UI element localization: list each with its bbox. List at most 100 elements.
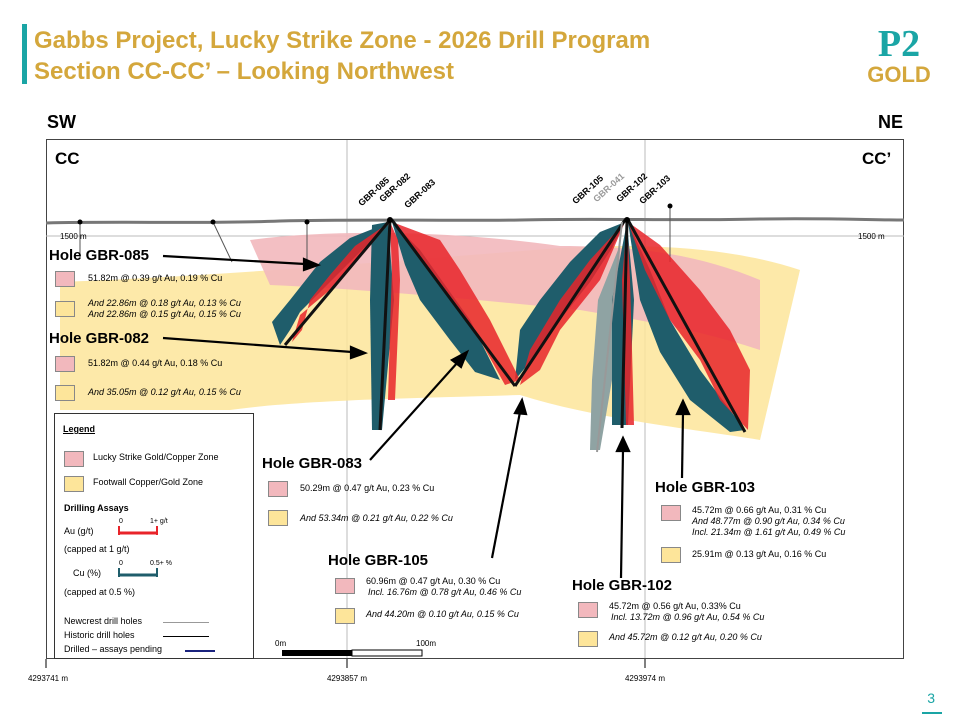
legend-cu-label: Cu (%) — [73, 568, 102, 578]
legend-title: Legend — [63, 424, 96, 434]
legend-au-label: Au (g/t) — [64, 526, 94, 536]
legend-cu-note: (capped at 0.5 %) — [64, 587, 136, 597]
direction-ne: NE — [878, 112, 904, 132]
legend-historic: Historic drill holes — [64, 630, 135, 640]
logo-gold: GOLD — [867, 62, 931, 86]
p2-gold-logo: P2 GOLD — [867, 23, 931, 86]
gbr-105-red-swatch — [335, 578, 355, 594]
gbr-082-yellow-swatch — [55, 385, 75, 401]
gbr-083-result-2: And 53.34m @ 0.21 g/t Au, 0.22 % Cu — [300, 513, 453, 523]
legend-newcrest: Newcrest drill holes — [64, 616, 143, 626]
title-accent-bar — [22, 24, 27, 84]
hole-gbr-102-title: Hole GBR-102 — [572, 577, 673, 594]
gbr-083-yellow-swatch — [268, 510, 288, 526]
gbr-102-trace — [620, 219, 629, 429]
gbr-102-result-2: And 45.72m @ 0.12 g/t Au, 0.20 % Cu — [609, 632, 762, 642]
legend-pending-line — [185, 650, 215, 652]
scale-bar-black — [282, 650, 352, 656]
gbr-103-trace — [626, 219, 747, 433]
gbr-102-red-swatch — [578, 602, 598, 618]
legend-cu-max: 0.5+ % — [150, 560, 172, 567]
logo-p2: P2 — [878, 23, 920, 65]
legend-newcrest-line — [163, 622, 209, 623]
section-frame — [46, 139, 904, 659]
gbr-103-yellow-swatch — [661, 547, 681, 563]
easting-1: 4293741 m — [27, 674, 69, 683]
collar-gbr-10x — [624, 217, 630, 223]
easting-2: 4293857 m — [326, 674, 368, 683]
legend-zone-red: Lucky Strike Gold/Copper Zone — [93, 452, 219, 462]
gbr-085-trace — [283, 219, 392, 346]
page-number: 3 — [927, 690, 935, 706]
gbr-085-yellow-swatch — [55, 301, 75, 317]
callout-102-arrow — [619, 449, 625, 579]
gbr-105-result-1a: 60.96m @ 0.47 g/t Au, 0.30 % Cu — [366, 576, 501, 586]
gbr-105-result-1b: Incl. 16.76m @ 0.78 g/t Au, 0.46 % Cu — [368, 587, 522, 597]
section-label-left: CC — [55, 149, 80, 168]
historic-collar-2 — [210, 219, 216, 225]
gbr-082-red-swatch — [55, 356, 75, 372]
hole-gbr-082-title: Hole GBR-082 — [49, 330, 150, 347]
hole-gbr-105-title: Hole GBR-105 — [328, 552, 429, 569]
scale-end: 100m — [416, 639, 436, 648]
gbr-085-au-assays — [292, 222, 390, 342]
gbr-105-au-assays — [520, 222, 625, 385]
legend-box: Legend Lucky Strike Gold/Copper Zone Foo… — [54, 413, 254, 659]
gbr-103-red-swatch — [661, 505, 681, 521]
callout-102-arrowhead — [615, 435, 631, 453]
gbr-102-yellow-swatch — [578, 631, 598, 647]
gbr-105-trace — [513, 219, 627, 387]
legend-au-note: (capped at 1 g/t) — [64, 544, 130, 554]
callout-103-arrowhead — [675, 398, 691, 416]
gbr-105-yellow-swatch — [335, 608, 355, 624]
legend-au-scale — [118, 526, 158, 535]
hole-gbr-083-title: Hole GBR-083 — [262, 455, 363, 472]
callout-083-arrowhead — [449, 349, 470, 369]
section-label-right: CC’ — [862, 149, 892, 168]
historic-collar-1 — [77, 219, 83, 225]
gbr-082-result-2: And 35.05m @ 0.12 g/t Au, 0.15 % Cu — [88, 387, 241, 397]
legend-zone-yellow: Footwall Copper/Gold Zone — [93, 477, 204, 487]
gbr-102-result-1b: Incl. 13.72m @ 0.96 g/t Au, 0.54 % Cu — [611, 612, 765, 622]
collar-gbr-08x — [387, 217, 393, 223]
elevation-label-right: 1500 m — [858, 232, 885, 241]
title-line-1: Gabbs Project, Lucky Strike Zone - 2026 … — [34, 27, 651, 54]
scale-zero: 0m — [275, 639, 286, 648]
legend-assays-title: Drilling Assays — [64, 503, 129, 513]
direction-sw: SW — [47, 112, 76, 132]
historic-collar-3 — [304, 219, 310, 225]
hole-gbr-103-title: Hole GBR-103 — [655, 479, 756, 496]
title-line-2: Section CC-CC’ – Looking Northwest — [34, 58, 455, 85]
scale-bar-white — [351, 649, 423, 657]
legend-historic-line — [163, 636, 209, 637]
gbr-085-result-1: 51.82m @ 0.39 g/t Au, 0.19 % Cu — [88, 273, 223, 283]
callout-105-arrow — [490, 411, 522, 559]
page-title: Gabbs Project, Lucky Strike Zone - 2026 … — [34, 25, 650, 87]
hole-gbr-085-title: Hole GBR-085 — [49, 247, 150, 264]
topography-line — [45, 217, 905, 225]
legend-yellow-swatch — [64, 476, 84, 492]
gbr-103-cu-assays — [628, 222, 745, 432]
gbr-082-au-assays — [388, 222, 400, 400]
gbr-085-result-2a: And 22.86m @ 0.18 g/t Au, 0.13 % Cu — [88, 298, 241, 308]
gbr-103-result-1a: 45.72m @ 0.66 g/t Au, 0.31 % Cu — [692, 505, 827, 515]
gbr-103-result-2: 25.91m @ 0.13 g/t Au, 0.16 % Cu — [692, 549, 827, 559]
page-number-underline — [922, 712, 942, 714]
gbr-083-trace — [390, 219, 517, 387]
legend-pending: Drilled – assays pending — [64, 644, 163, 654]
historic-hole-2 — [212, 221, 233, 263]
gbr-083-result-1: 50.29m @ 0.47 g/t Au, 0.23 % Cu — [300, 483, 435, 493]
callout-083-arrow — [369, 361, 459, 461]
legend-au-max: 1+ g/t — [150, 518, 168, 525]
callout-085-arrowhead — [302, 257, 322, 272]
callout-082-arrow — [162, 336, 353, 354]
gbr-103-result-1c: Incl. 21.34m @ 1.61 g/t Au, 0.49 % Cu — [692, 527, 846, 537]
elevation-label-left: 1500 m — [60, 232, 87, 241]
gbr-083-cu-assays — [392, 222, 500, 380]
gbr-082-result-1: 51.82m @ 0.44 g/t Au, 0.18 % Cu — [88, 358, 223, 368]
callout-103-arrow — [680, 412, 685, 479]
gbr-041-trace — [596, 221, 623, 453]
historic-collar-4 — [667, 203, 673, 209]
callout-105-arrowhead — [513, 397, 528, 416]
